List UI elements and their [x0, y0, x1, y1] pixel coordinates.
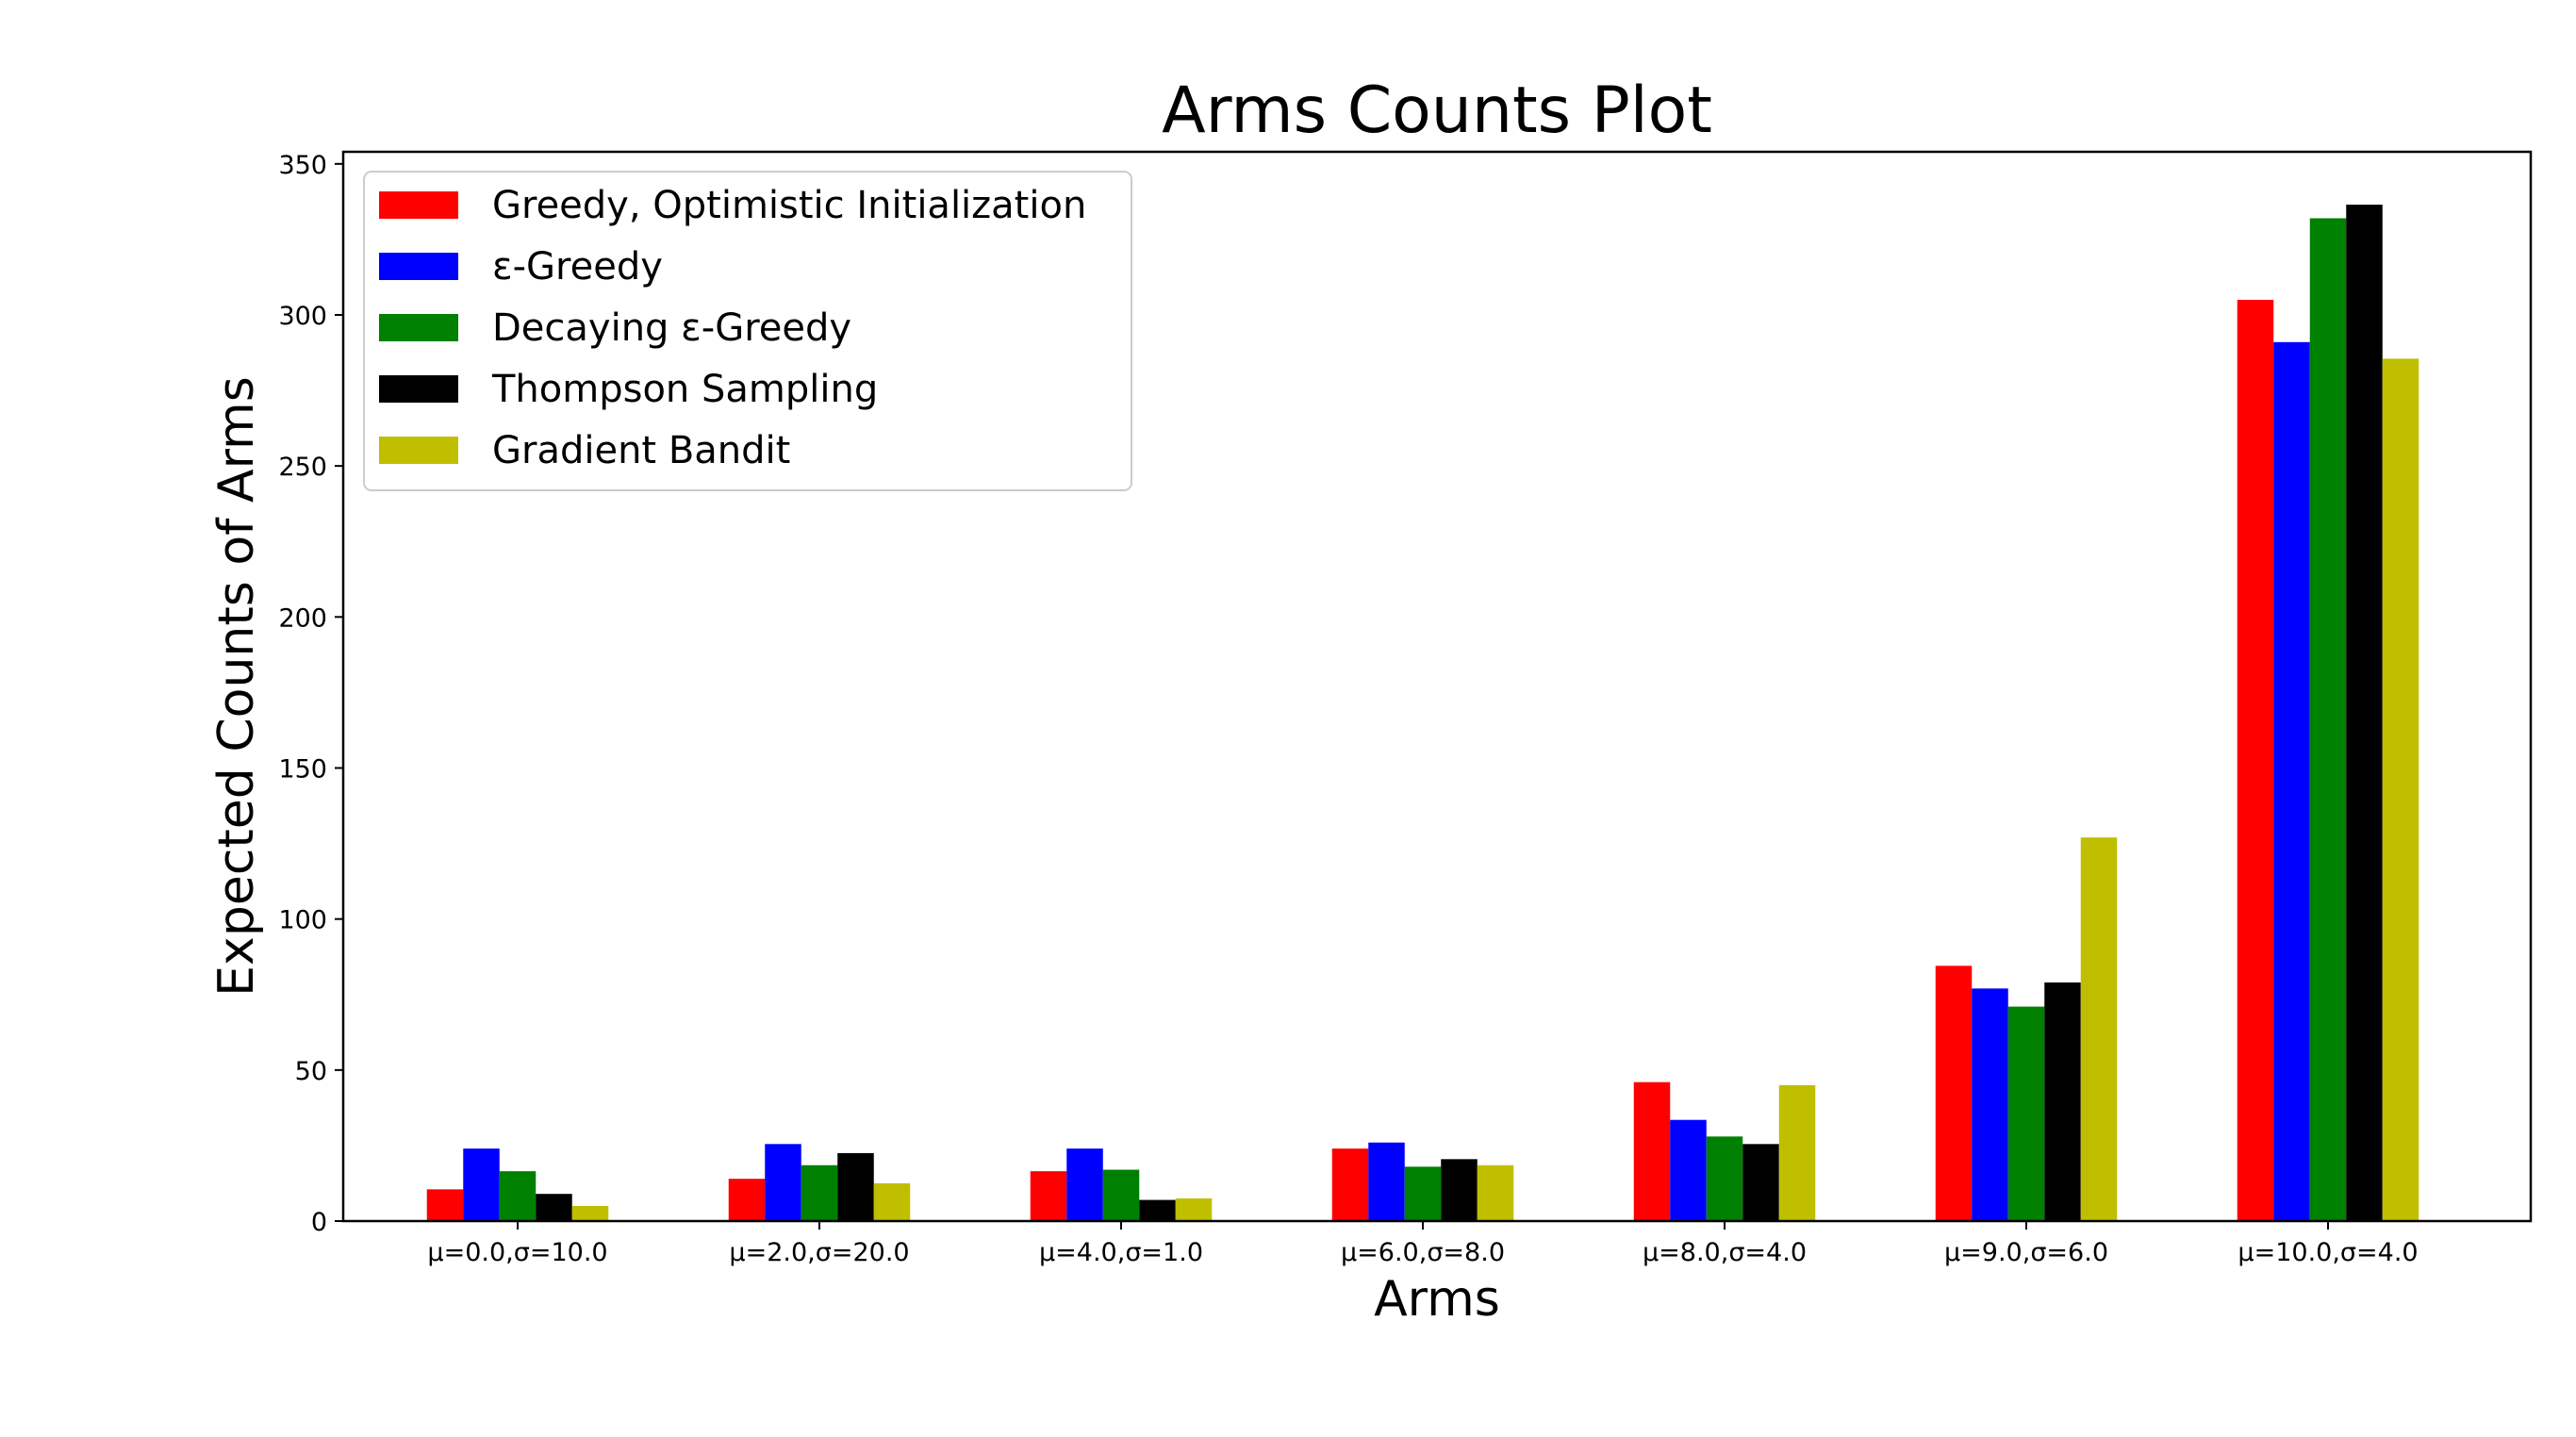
bar-gradient-bandit-6 [2382, 358, 2419, 1221]
x-axis-ticks: μ=0.0,σ=10.0 μ=2.0,σ=20.0 μ=4.0,σ=1.0 μ=6.0… [427, 1221, 2419, 1267]
bar-greedy-optimistic-initialization-1 [728, 1179, 766, 1221]
y-tick-label: 150 [278, 754, 327, 784]
x-tick-label: μ=2.0,σ=20.0 [729, 1238, 909, 1267]
y-tick-label: 300 [278, 302, 327, 331]
legend-swatch-thompson-sampling [379, 375, 458, 403]
legend-swatch-greedy-optimistic-initialization [379, 191, 458, 219]
bar-thompson-sampling-5 [2044, 982, 2081, 1221]
bar-gradient-bandit-1 [873, 1182, 911, 1221]
bar-greedy-optimistic-initialization-4 [1633, 1082, 1671, 1221]
x-tick-label: μ=9.0,σ=6.0 [1944, 1238, 2108, 1267]
legend-swatch-gradient-bandit [379, 437, 458, 464]
legend-swatch-decaying-greedy [379, 314, 458, 341]
bar-greedy-optimistic-initialization-0 [426, 1189, 464, 1221]
y-tick-label: 50 [295, 1057, 327, 1086]
bar-gradient-bandit-5 [2080, 837, 2118, 1221]
bar-thompson-sampling-2 [1139, 1199, 1176, 1221]
bar-gradient-bandit-2 [1175, 1198, 1213, 1221]
bar-decaying-greedy-2 [1102, 1169, 1140, 1221]
y-axis-title: Expected Counts of Arms [208, 376, 265, 997]
plot-frame [341, 150, 2533, 1223]
bar-thompson-sampling-0 [536, 1194, 572, 1221]
bar-gradient-bandit-4 [1778, 1084, 1816, 1221]
legend-label-thompson-sampling: Thompson Sampling [491, 368, 878, 411]
legend-label-gradient-bandit: Gradient Bandit [492, 429, 790, 472]
y-tick-label: 250 [278, 453, 327, 482]
legend-entries: Greedy, Optimistic Initialization ε-Greed… [379, 184, 1086, 472]
legend-label-greedy-optimistic-initialization: Greedy, Optimistic Initialization [492, 184, 1086, 227]
y-tick-label: 350 [278, 151, 327, 180]
bar-greedy-3 [1368, 1142, 1405, 1221]
bar-thompson-sampling-6 [2346, 205, 2383, 1221]
bars-group [426, 205, 2419, 1222]
bar-greedy-6 [2273, 341, 2310, 1221]
series-greedy-optimistic-initialization [426, 299, 2274, 1222]
bar-decaying-greedy-0 [499, 1171, 537, 1221]
y-tick-label: 200 [278, 603, 327, 633]
bar-greedy-optimistic-initialization-3 [1331, 1148, 1369, 1221]
bar-decaying-greedy-5 [2007, 1006, 2045, 1221]
series-decaying-greedy [499, 218, 2347, 1222]
x-axis-title: Arms [1374, 1271, 1500, 1328]
bar-gradient-bandit-3 [1477, 1164, 1514, 1221]
bar-thompson-sampling-4 [1742, 1144, 1779, 1221]
bar-greedy-1 [765, 1144, 801, 1221]
series-thompson-sampling [536, 205, 2383, 1221]
bar-decaying-greedy-4 [1706, 1136, 1743, 1221]
y-tick-label: 100 [278, 906, 327, 935]
bar-decaying-greedy-1 [801, 1164, 838, 1221]
bar-greedy-4 [1670, 1119, 1707, 1221]
x-tick-label: μ=10.0,σ=4.0 [2237, 1238, 2418, 1267]
bar-greedy-optimistic-initialization-6 [2237, 299, 2274, 1222]
series-greedy [463, 341, 2310, 1221]
x-tick-label: μ=8.0,σ=4.0 [1643, 1238, 1807, 1267]
bar-greedy-5 [1972, 988, 2008, 1221]
bar-gradient-bandit-0 [571, 1205, 609, 1221]
legend-label-decaying-greedy: Decaying ε-Greedy [492, 306, 851, 350]
y-tick-label: 0 [311, 1208, 327, 1237]
legend-frame [363, 171, 1132, 491]
legend-swatch-greedy [379, 253, 458, 280]
bar-decaying-greedy-3 [1404, 1166, 1442, 1221]
bar-greedy-optimistic-initialization-5 [1935, 966, 1973, 1221]
bar-thompson-sampling-3 [1441, 1159, 1478, 1221]
bar-greedy-2 [1066, 1148, 1103, 1221]
bar-greedy-0 [463, 1148, 500, 1221]
legend: Greedy, Optimistic Initialization ε-Greed… [363, 171, 1132, 491]
chart-title: Arms Counts Plot [1162, 74, 1712, 148]
y-axis-ticks: 0 50 100 150 200 250 300 350 [278, 151, 343, 1237]
series-gradient-bandit [571, 358, 2419, 1221]
bar-decaying-greedy-6 [2309, 218, 2347, 1222]
x-tick-label: μ=0.0,σ=10.0 [427, 1238, 607, 1267]
x-tick-label: μ=4.0,σ=1.0 [1039, 1238, 1203, 1267]
legend-label-greedy: ε-Greedy [492, 245, 663, 289]
bar-thompson-sampling-1 [837, 1152, 874, 1221]
bar-greedy-optimistic-initialization-2 [1030, 1171, 1067, 1221]
x-tick-label: μ=6.0,σ=8.0 [1341, 1238, 1505, 1267]
